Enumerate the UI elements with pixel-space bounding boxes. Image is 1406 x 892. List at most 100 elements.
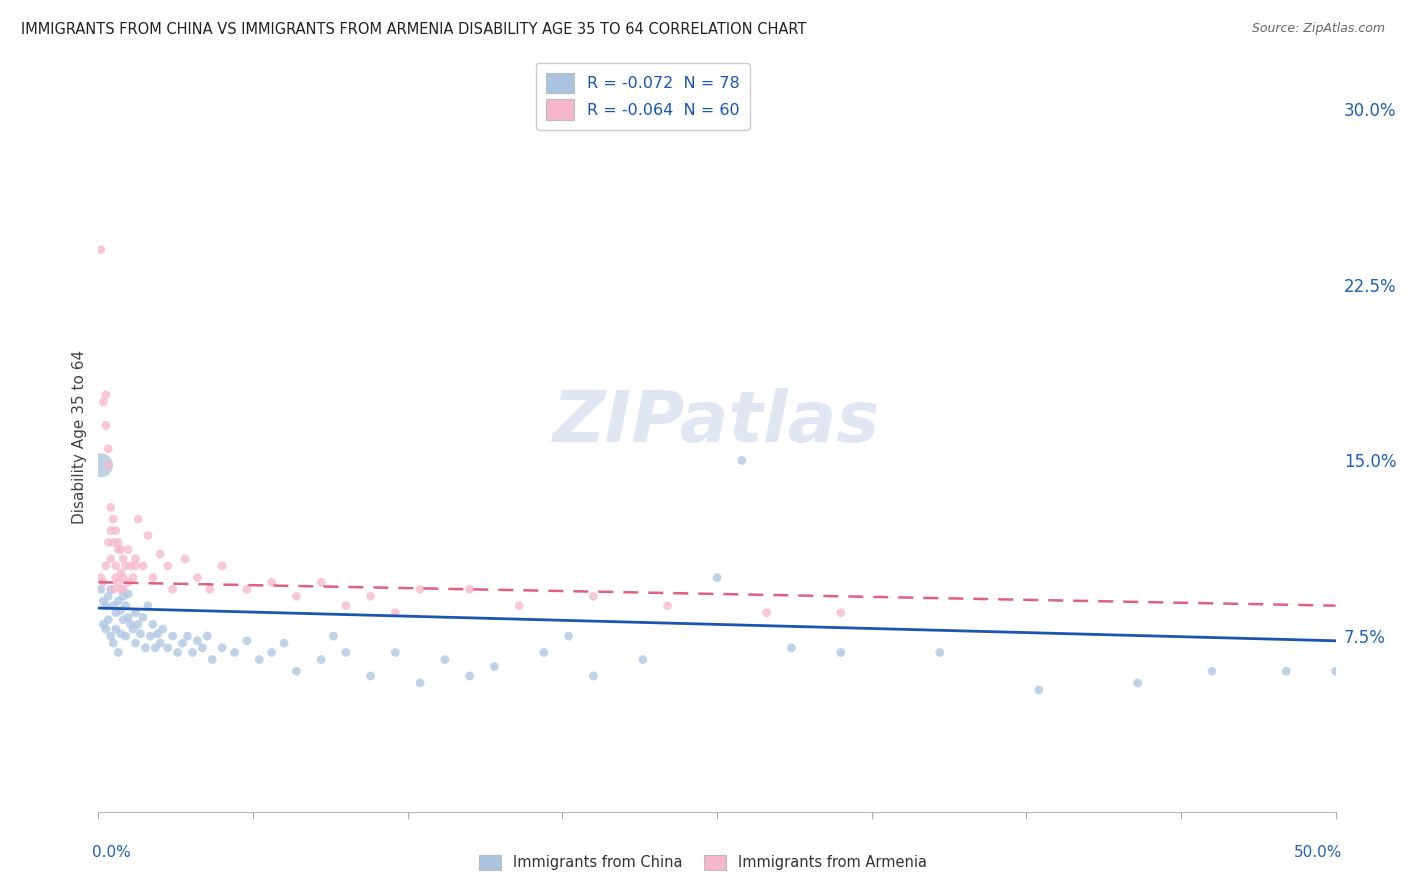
- Point: [211, 558, 233, 573]
- Point: [134, 640, 156, 655]
- Point: [1126, 676, 1149, 690]
- Point: [104, 524, 127, 538]
- Point: [156, 558, 179, 573]
- Point: [110, 582, 132, 597]
- Point: [285, 590, 308, 604]
- Point: [335, 646, 357, 660]
- Point: [162, 629, 184, 643]
- Point: [94, 418, 117, 433]
- Point: [198, 582, 221, 597]
- Point: [384, 606, 406, 620]
- Legend: Immigrants from China, Immigrants from Armenia: Immigrants from China, Immigrants from A…: [474, 848, 932, 876]
- Point: [433, 652, 456, 666]
- Point: [136, 528, 159, 542]
- Point: [93, 395, 115, 409]
- Point: [122, 622, 145, 636]
- Point: [146, 626, 169, 640]
- Point: [120, 617, 142, 632]
- Point: [162, 582, 184, 597]
- Point: [94, 622, 117, 636]
- Point: [103, 582, 125, 597]
- Point: [117, 610, 139, 624]
- Point: [166, 646, 188, 660]
- Point: [360, 590, 382, 604]
- Point: [104, 571, 127, 585]
- Point: [142, 617, 165, 632]
- Point: [124, 636, 146, 650]
- Point: [100, 500, 122, 515]
- Text: IMMIGRANTS FROM CHINA VS IMMIGRANTS FROM ARMENIA DISABILITY AGE 35 TO 64 CORRELA: IMMIGRANTS FROM CHINA VS IMMIGRANTS FROM…: [21, 22, 807, 37]
- Point: [174, 551, 197, 566]
- Point: [90, 458, 112, 473]
- Point: [191, 640, 214, 655]
- Point: [107, 594, 129, 608]
- Point: [409, 676, 432, 690]
- Point: [143, 640, 166, 655]
- Point: [236, 582, 259, 597]
- Point: [97, 535, 120, 549]
- Point: [631, 652, 654, 666]
- Point: [928, 646, 950, 660]
- Point: [107, 575, 129, 590]
- Point: [409, 582, 432, 597]
- Point: [114, 599, 136, 613]
- Point: [100, 551, 122, 566]
- Point: [582, 590, 605, 604]
- Point: [94, 599, 117, 613]
- Point: [107, 542, 129, 557]
- Point: [112, 551, 135, 566]
- Point: [100, 524, 122, 538]
- Point: [112, 571, 135, 585]
- Point: [149, 547, 172, 561]
- Point: [1324, 664, 1347, 679]
- Point: [100, 629, 122, 643]
- Point: [533, 646, 555, 660]
- Point: [830, 606, 852, 620]
- Point: [1275, 664, 1298, 679]
- Point: [110, 603, 132, 617]
- Point: [104, 558, 127, 573]
- Point: [706, 571, 728, 585]
- Point: [458, 582, 481, 597]
- Point: [830, 646, 852, 660]
- Point: [127, 512, 149, 526]
- Point: [285, 664, 308, 679]
- Point: [309, 652, 332, 666]
- Point: [94, 558, 117, 573]
- Point: [129, 626, 152, 640]
- Point: [139, 629, 162, 643]
- Point: [107, 535, 129, 549]
- Point: [103, 512, 125, 526]
- Point: [181, 646, 204, 660]
- Point: [201, 652, 224, 666]
- Point: [127, 617, 149, 632]
- Point: [731, 453, 754, 467]
- Point: [149, 636, 172, 650]
- Point: [93, 575, 115, 590]
- Point: [211, 640, 233, 655]
- Point: [142, 571, 165, 585]
- Point: [90, 571, 112, 585]
- Point: [97, 613, 120, 627]
- Point: [186, 633, 208, 648]
- Point: [132, 558, 155, 573]
- Point: [94, 388, 117, 402]
- Point: [103, 535, 125, 549]
- Point: [780, 640, 803, 655]
- Point: [247, 652, 270, 666]
- Point: [124, 551, 146, 566]
- Point: [97, 458, 120, 473]
- Point: [260, 575, 283, 590]
- Point: [152, 622, 174, 636]
- Point: [755, 606, 778, 620]
- Point: [384, 646, 406, 660]
- Point: [508, 599, 530, 613]
- Point: [156, 640, 179, 655]
- Point: [107, 646, 129, 660]
- Point: [112, 613, 135, 627]
- Text: 0.0%: 0.0%: [93, 846, 131, 861]
- Point: [104, 622, 127, 636]
- Point: [120, 558, 142, 573]
- Point: [112, 582, 135, 597]
- Point: [93, 617, 115, 632]
